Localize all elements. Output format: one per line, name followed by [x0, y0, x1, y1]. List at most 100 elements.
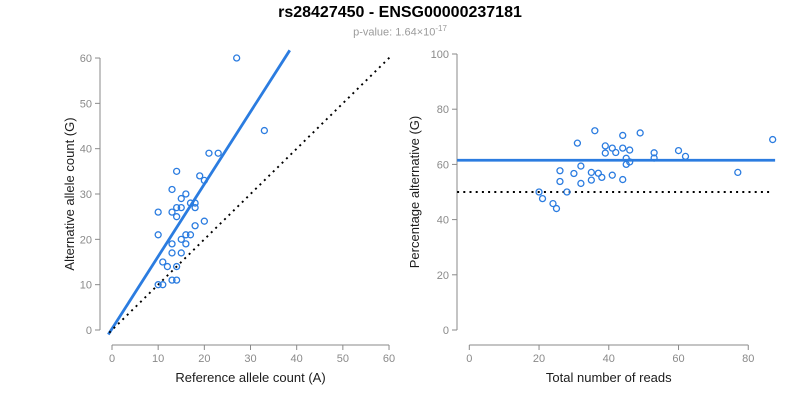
data-point [570, 169, 578, 178]
x-tick-label: 30 [244, 353, 256, 365]
data-point [681, 152, 690, 161]
data-point [200, 176, 208, 185]
right-plot-percentage: 0 20 40 60 80 0 20 40 60 80 100 Total number of rea… [407, 49, 777, 385]
data-point [622, 160, 630, 169]
data-point [163, 262, 172, 271]
data-point [650, 154, 658, 162]
x-tick-label: 40 [603, 353, 615, 365]
data-point [587, 176, 595, 184]
data-point [186, 231, 195, 239]
y-tick-label: 50 [80, 98, 92, 110]
data-point [177, 235, 185, 243]
figure-subtitle: p-value: 1.64×10-17 [0, 24, 800, 39]
x-tick-label: 20 [533, 353, 545, 365]
data-point [556, 177, 564, 186]
data-point [598, 173, 606, 182]
data-point [177, 203, 185, 212]
x-tick-label: 10 [152, 353, 164, 365]
data-point [182, 190, 190, 198]
x-tick-label: 20 [198, 353, 210, 365]
data-point [769, 135, 777, 144]
data-point [168, 240, 176, 248]
data-point [196, 172, 204, 180]
data-point [172, 213, 181, 221]
data-point [626, 146, 634, 154]
data-point [205, 149, 213, 157]
y-tick-label: 0 [443, 325, 449, 337]
data-point [191, 199, 199, 207]
data-point [182, 240, 190, 248]
y-axis-title: Alternative allele count (G) [62, 117, 77, 270]
data-point [577, 179, 585, 188]
data-point [549, 199, 557, 208]
left-plot-allele-counts: 0 10 20 30 40 50 60 0 10 20 30 40 50 60 Reference alle… [62, 49, 395, 385]
data-point [177, 249, 185, 257]
data-point [172, 262, 181, 271]
data-point [177, 194, 185, 203]
data-point [601, 149, 609, 157]
y-tick-label: 80 [437, 104, 449, 116]
x-axis-title: Reference allele count (A) [175, 370, 325, 385]
data-point [168, 185, 176, 194]
x-tick-label: 0 [109, 353, 115, 365]
data-point [260, 126, 269, 135]
y-tick-label: 60 [80, 53, 92, 65]
identity-line [108, 55, 392, 334]
data-point [154, 281, 162, 289]
y-tick-label: 100 [431, 49, 449, 61]
data-point [734, 168, 742, 177]
data-point [191, 222, 199, 230]
data-point [591, 127, 599, 135]
data-point [168, 249, 176, 257]
data-point [608, 171, 616, 179]
data-point [650, 149, 658, 157]
data-point [200, 217, 208, 225]
pvalue-label: p-value: [353, 26, 393, 39]
data-point [168, 208, 176, 216]
data-point [535, 188, 543, 196]
data-point [172, 167, 181, 175]
x-tick-label: 60 [383, 353, 395, 365]
data-point [172, 203, 181, 212]
y-tick-label: 60 [437, 159, 449, 171]
x-tick-label: 40 [291, 353, 303, 365]
y-tick-label: 30 [80, 189, 92, 201]
pvalue-exponent: -17 [435, 24, 447, 33]
y-axis-title: Percentage alternative (G) [407, 116, 422, 268]
data-point [159, 258, 167, 266]
data-point [182, 231, 190, 239]
data-point [674, 146, 683, 155]
data-point [154, 231, 162, 239]
data-point [601, 142, 609, 150]
y-tick-label: 0 [86, 325, 92, 337]
data-point [563, 188, 571, 196]
data-point [538, 194, 547, 203]
data-point [594, 169, 602, 177]
x-tick-label: 80 [742, 353, 754, 365]
data-point [214, 149, 222, 157]
x-tick-label: 50 [337, 353, 349, 365]
x-tick-label: 60 [672, 353, 684, 365]
data-point [577, 162, 585, 170]
data-point [612, 148, 620, 157]
data-point [619, 144, 627, 152]
data-point [587, 168, 595, 177]
data-point [172, 276, 181, 284]
x-tick-label: 0 [466, 353, 472, 365]
data-point [191, 203, 199, 212]
data-point [556, 167, 564, 175]
fit-line [107, 49, 291, 336]
figure-title: rs28427450 - ENSG00000237181 [278, 4, 522, 21]
data-point [233, 54, 241, 62]
y-tick-label: 40 [80, 144, 92, 156]
pvalue-mantissa: 1.64×10 [395, 26, 436, 39]
data-point [636, 129, 644, 137]
y-tick-label: 20 [80, 234, 92, 246]
data-point [573, 139, 582, 147]
y-tick-label: 20 [437, 270, 449, 282]
data-point [168, 276, 176, 284]
data-point [186, 199, 195, 207]
data-point [608, 144, 616, 152]
